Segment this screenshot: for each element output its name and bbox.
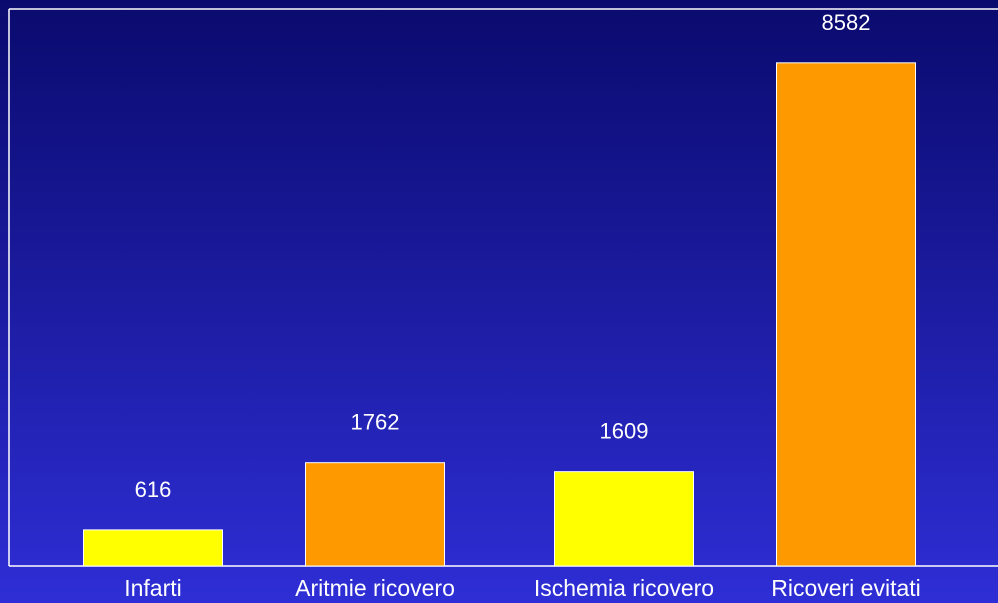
category-label-1: Aritmie ricovero xyxy=(295,575,455,601)
bar-3 xyxy=(776,62,916,567)
category-label-2: Ischemia ricovero xyxy=(534,575,714,601)
bars-group: 616 Infarti 1762 Aritmie ricovero 1609 Ischem… xyxy=(83,10,921,601)
bar-2 xyxy=(554,471,694,567)
bar-1 xyxy=(305,462,445,567)
data-label-3: 8582 xyxy=(822,10,871,35)
data-label-0: 616 xyxy=(135,477,172,502)
data-label-1: 1762 xyxy=(351,410,400,435)
data-label-2: 1609 xyxy=(600,419,649,444)
category-label-0: Infarti xyxy=(124,575,182,601)
category-label-3: Ricoveri evitati xyxy=(771,575,921,601)
bar-0 xyxy=(83,529,223,567)
